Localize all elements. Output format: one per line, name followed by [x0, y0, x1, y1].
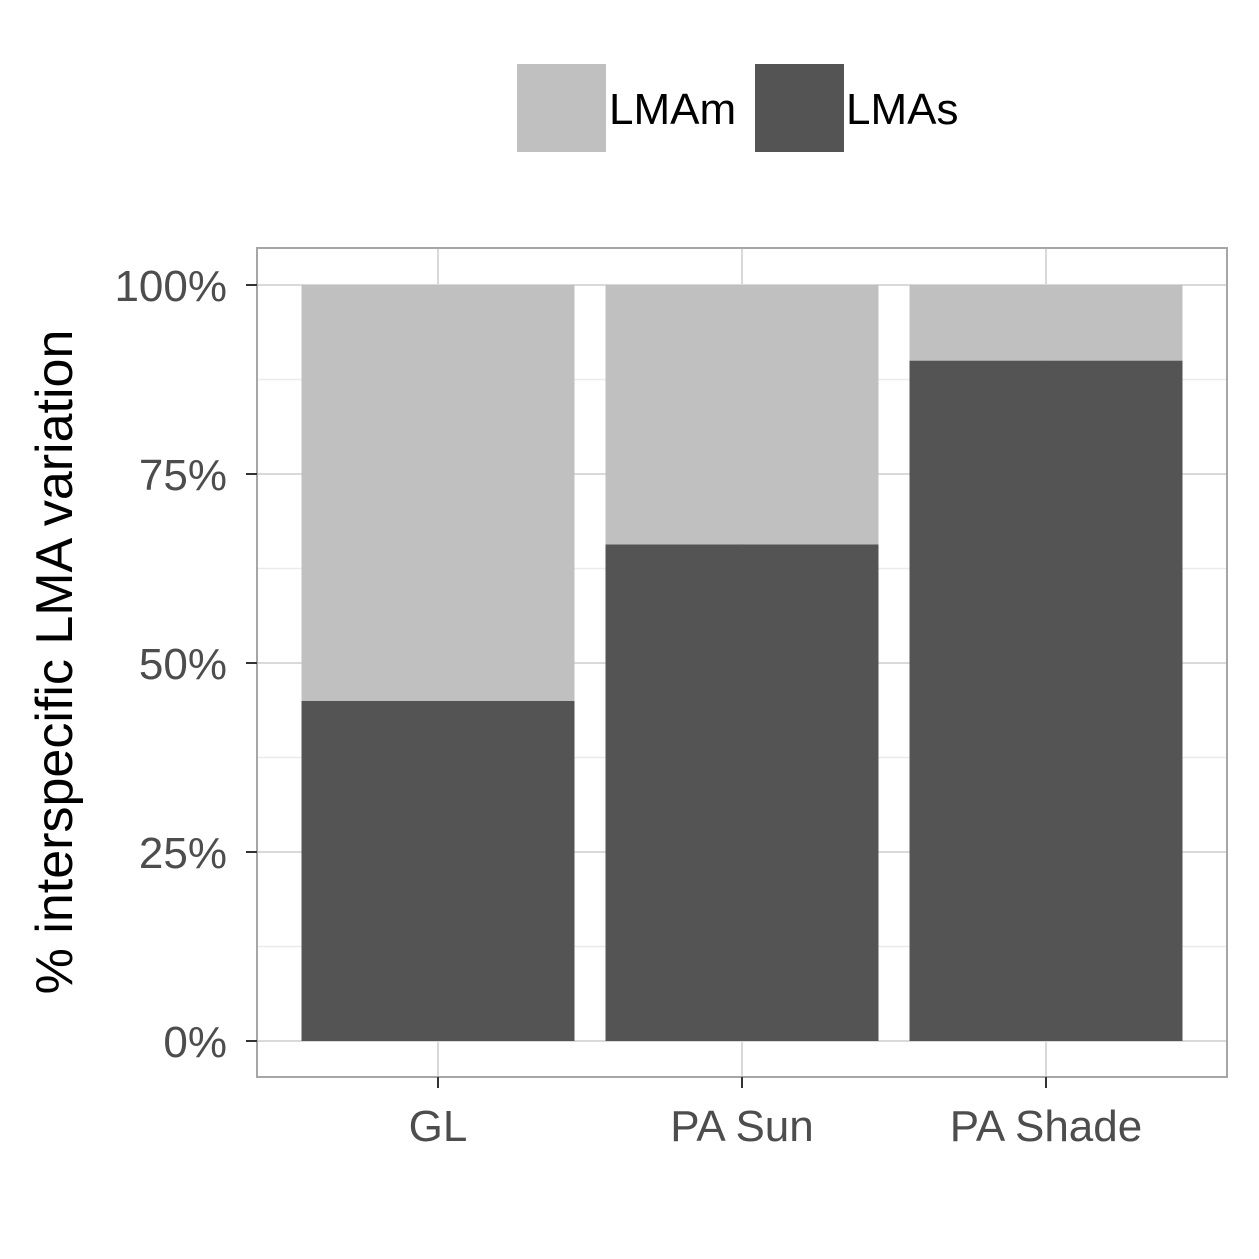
x-tick-label: PA Shade: [950, 1102, 1142, 1151]
y-tick-label: 0%: [163, 1018, 227, 1067]
x-tick-label: PA Sun: [670, 1102, 814, 1151]
bar-lmam-pa-shade: [909, 285, 1183, 361]
legend-key-lmas: [755, 64, 844, 152]
x-tick-labels: GL PA Sun PA Shade: [409, 1102, 1143, 1151]
y-tick-label: 50%: [139, 640, 227, 689]
y-tick-label: 25%: [139, 829, 227, 878]
legend-key-lmam: [517, 64, 606, 152]
x-tick-label: GL: [409, 1102, 468, 1151]
bars: [301, 285, 1183, 1042]
y-tick-label: 75%: [139, 451, 227, 500]
legend-label-lmas: LMAs: [846, 85, 958, 134]
bar-lmas-pa-sun: [605, 544, 879, 1041]
legend: LMAm LMAs: [517, 64, 958, 152]
axis-ticks: [246, 284, 1047, 1088]
y-axis-title: % interspecific LMA variation: [26, 330, 84, 995]
y-tick-label: 100%: [114, 262, 227, 311]
bar-lmas-pa-shade: [909, 360, 1183, 1042]
bar-lmas-gl: [301, 700, 575, 1041]
bar-lmam-pa-sun: [605, 285, 879, 545]
bar-lmam-gl: [301, 285, 575, 701]
y-tick-labels: 0% 25% 50% 75% 100%: [114, 262, 227, 1067]
legend-label-lmam: LMAm: [609, 85, 736, 134]
